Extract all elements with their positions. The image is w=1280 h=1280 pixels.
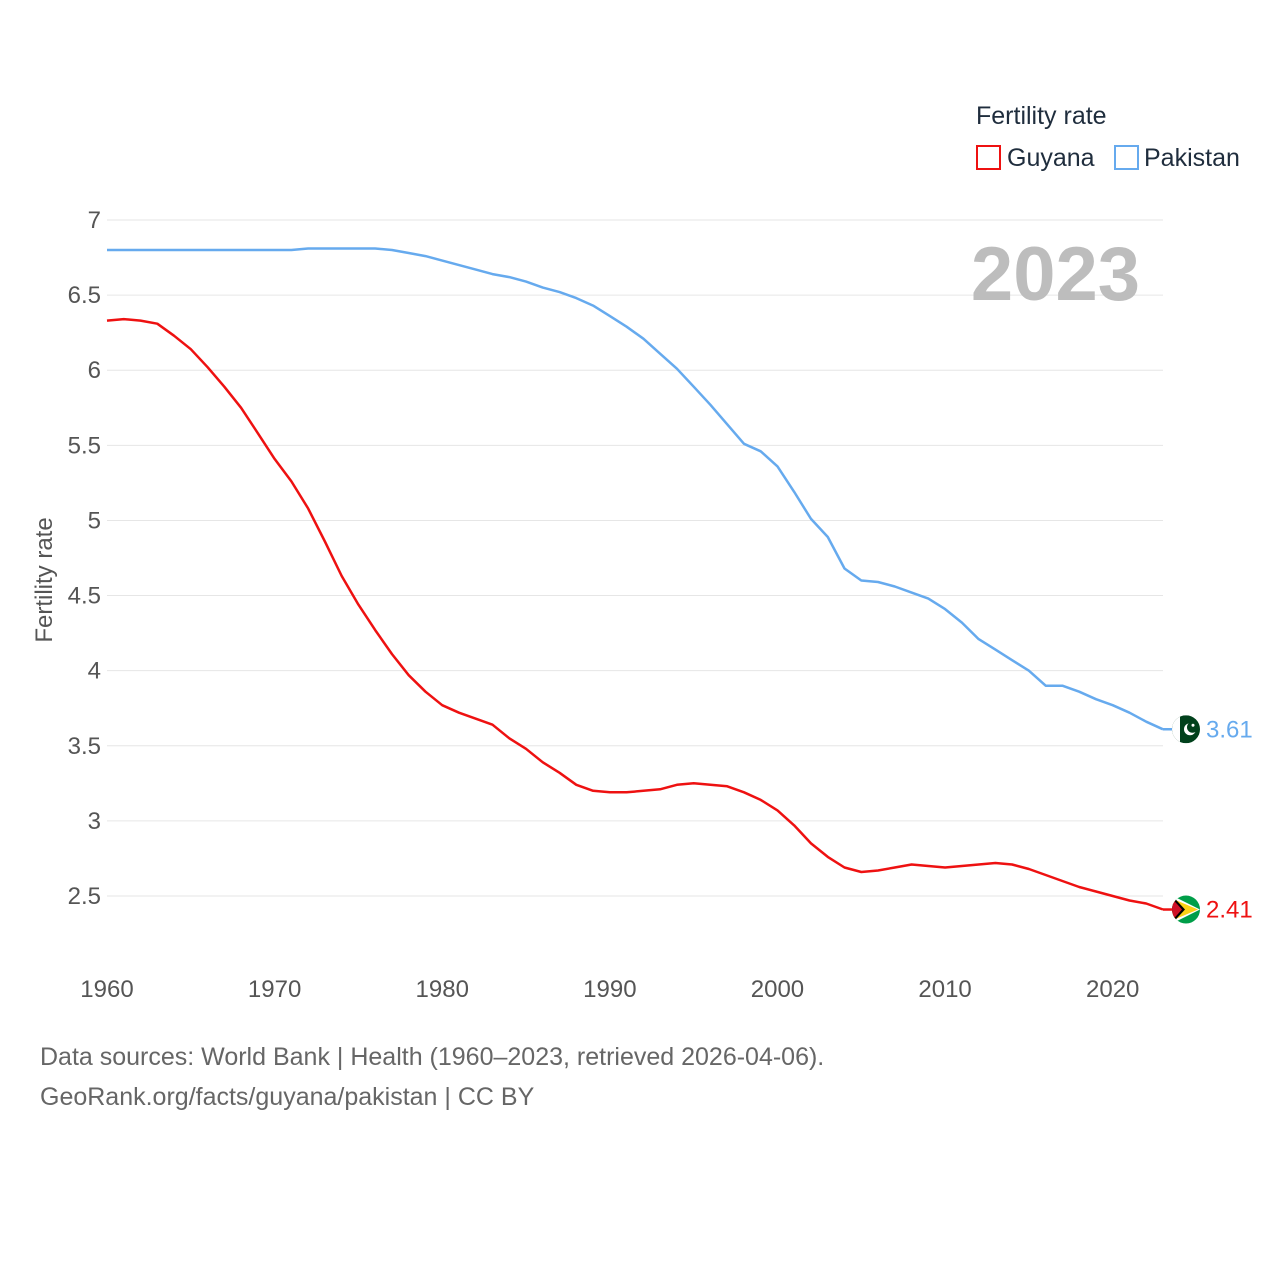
y-tick-label: 7 [88, 207, 101, 234]
x-tick-label: 1970 [248, 976, 301, 1003]
x-tick-label: 1980 [416, 976, 469, 1003]
x-tick-label: 2020 [1086, 976, 1139, 1003]
y-tick-label: 6.5 [68, 282, 101, 309]
y-tick-label: 5.5 [68, 432, 101, 459]
end-value-label-guyana: 2.41 [1206, 897, 1253, 924]
legend-label-guyana: Guyana [1007, 144, 1095, 172]
series-lines [106, 247, 1164, 911]
legend-swatch-guyana [976, 145, 1001, 170]
y-tick-label: 2.5 [68, 883, 101, 910]
x-tick-label: 1960 [80, 976, 133, 1003]
y-axis-label: Fertility rate [31, 517, 58, 642]
y-tick-label: 3.5 [68, 733, 101, 760]
legend-title: Fertility rate [976, 102, 1107, 130]
x-tick-label: 2010 [918, 976, 971, 1003]
x-tick-label: 2000 [751, 976, 804, 1003]
series-end-markers: 2.41 3.61 [1163, 715, 1253, 924]
legend-swatch-pakistan [1114, 145, 1139, 170]
grid-lines [107, 219, 1163, 897]
legend-label-pakistan: Pakistan [1144, 144, 1240, 172]
y-tick-label: 5 [88, 507, 101, 534]
y-tick-label: 3 [88, 808, 101, 835]
y-tick-label: 4.5 [68, 583, 101, 610]
series-line-guyana[interactable] [106, 317, 1164, 911]
legend: Fertility rate Guyana Pakistan [976, 102, 1240, 172]
guyana-flag-icon [1172, 895, 1200, 924]
pakistan-flag-icon [1172, 715, 1200, 744]
x-tick-label: 1990 [583, 976, 636, 1003]
series-line-pakistan[interactable] [107, 247, 1164, 731]
current-year-label: 2023 [971, 232, 1140, 317]
y-tick-label: 4 [88, 658, 101, 685]
footer-credit: GeoRank.org/facts/guyana/pakistan | CC B… [40, 1083, 535, 1111]
footer-sources: Data sources: World Bank | Health (1960–… [40, 1043, 825, 1071]
y-axis: 2.5 3 3.5 4 4.5 5 5.5 6 6.5 7 [68, 207, 101, 910]
legend-item-pakistan[interactable]: Pakistan [1114, 144, 1240, 172]
end-value-label-pakistan: 3.61 [1206, 716, 1253, 743]
y-tick-label: 6 [88, 357, 101, 384]
x-axis: 1960 1970 1980 1990 2000 2010 2020 [80, 976, 1139, 1003]
legend-item-guyana[interactable]: Guyana [976, 144, 1095, 172]
